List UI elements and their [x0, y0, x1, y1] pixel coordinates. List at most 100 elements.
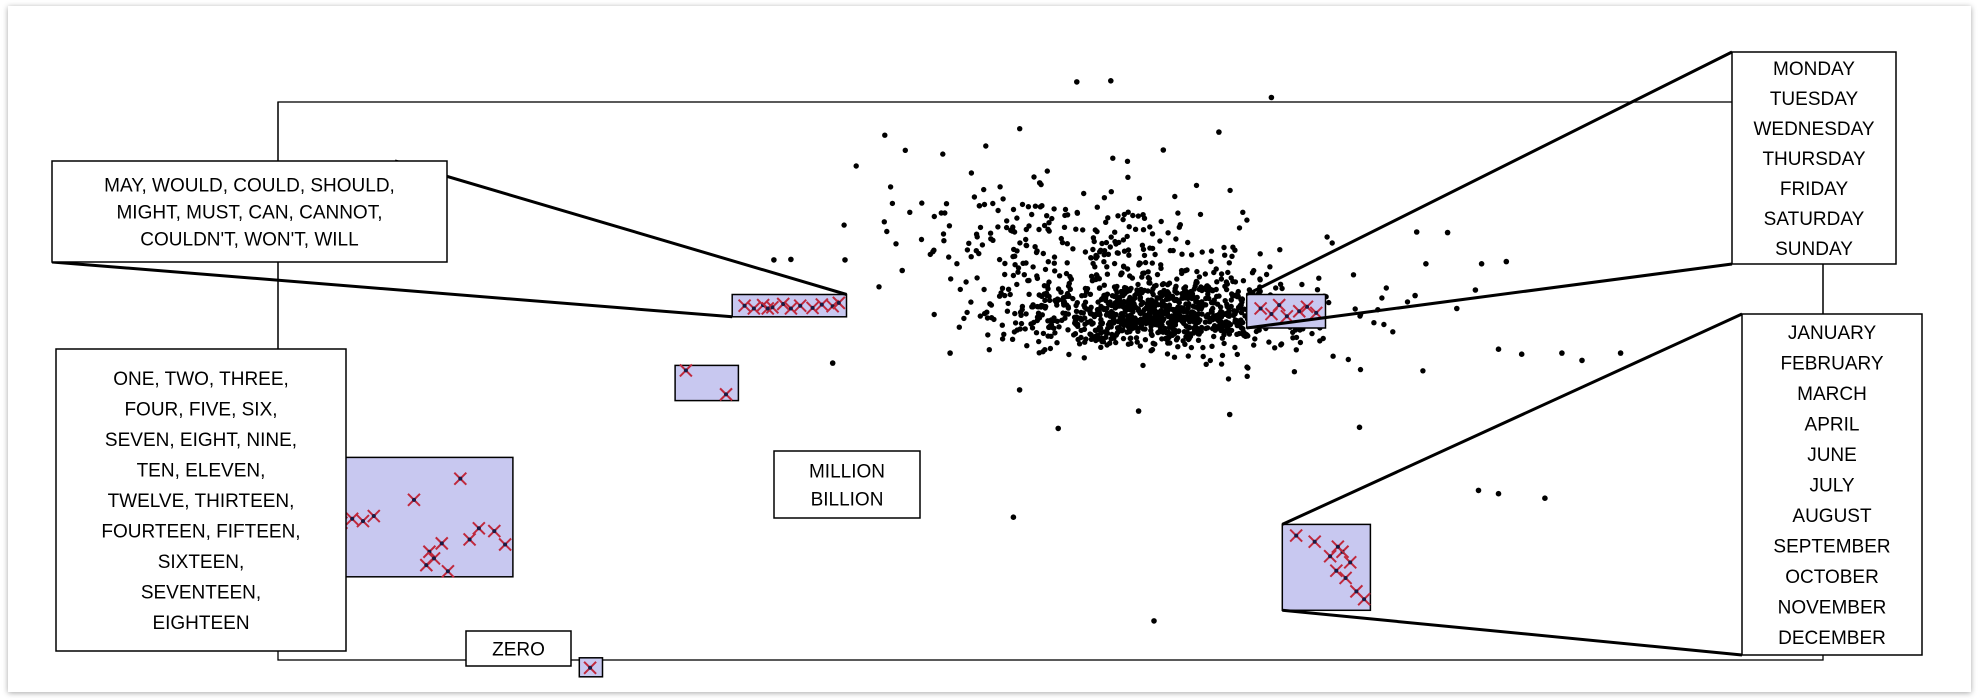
data-point	[1045, 226, 1051, 232]
data-point	[1199, 287, 1205, 294]
data-point	[1136, 291, 1143, 298]
data-point	[1199, 311, 1205, 317]
data-point	[1083, 336, 1089, 342]
data-point	[1068, 276, 1075, 282]
data-point	[1039, 203, 1045, 209]
data-point	[1158, 262, 1164, 268]
data-point	[1126, 224, 1132, 230]
weekdays-label-box: MONDAY TUESDAY WEDNESDAY THURSDAY FRIDAY SATU…	[1731, 51, 1897, 265]
numbers-label-line: ONE, TWO, THREE,	[113, 369, 289, 390]
data-point	[1054, 340, 1060, 346]
data-point	[1211, 297, 1217, 303]
data-point	[1203, 295, 1209, 302]
data-point	[1081, 190, 1087, 197]
data-point	[1191, 328, 1198, 334]
data-point	[1005, 300, 1011, 307]
data-point	[1379, 295, 1385, 301]
data-point	[1103, 295, 1109, 301]
data-point	[1091, 238, 1097, 245]
data-point	[940, 151, 946, 157]
data-point	[1167, 324, 1173, 330]
data-point	[1103, 334, 1109, 340]
data-point	[1010, 206, 1017, 213]
data-point	[1049, 215, 1055, 222]
data-point	[1203, 325, 1209, 332]
modals-marker	[776, 297, 790, 311]
data-point	[1031, 174, 1037, 180]
data-point	[1137, 343, 1144, 349]
data-point	[1032, 244, 1038, 250]
data-point	[1046, 279, 1052, 285]
data-point	[1202, 271, 1209, 277]
modals-marker	[805, 301, 820, 315]
data-point	[1155, 302, 1161, 308]
data-point	[1159, 310, 1166, 316]
data-point	[1052, 297, 1058, 304]
data-point	[1208, 248, 1215, 254]
data-point	[940, 231, 947, 237]
weekdays-label-line: WEDNESDAY	[1753, 119, 1874, 140]
data-point	[1032, 203, 1039, 209]
data-point	[1184, 329, 1190, 335]
data-point	[1133, 335, 1140, 341]
data-point	[1074, 210, 1081, 216]
data-point	[954, 261, 960, 267]
weekdays-label-line: MONDAY	[1773, 59, 1855, 80]
data-point	[1114, 330, 1120, 337]
data-point	[1186, 291, 1193, 297]
modals-label-line: COULDN'T, WON'T, WILL	[140, 230, 358, 251]
data-point	[1207, 286, 1214, 293]
data-point	[1025, 204, 1032, 210]
data-point	[1164, 351, 1171, 357]
data-point	[1175, 344, 1181, 350]
data-point	[1124, 266, 1131, 272]
data-point	[1225, 376, 1232, 382]
data-point	[1240, 278, 1247, 284]
weekdays-label-line: SATURDAY	[1764, 209, 1865, 230]
data-point	[1158, 290, 1165, 296]
data-point	[1229, 253, 1235, 259]
data-point	[1219, 335, 1226, 341]
data-point	[1063, 270, 1070, 277]
data-point	[1330, 353, 1336, 359]
data-point	[1115, 213, 1121, 219]
data-point	[1127, 335, 1134, 342]
data-point	[1016, 387, 1023, 393]
data-point	[968, 170, 975, 176]
data-point	[1253, 328, 1260, 335]
data-point	[1012, 320, 1019, 326]
data-point	[1017, 326, 1023, 332]
data-point	[1251, 342, 1257, 348]
data-point	[1221, 340, 1227, 347]
data-point	[981, 201, 988, 208]
data-point	[1193, 280, 1199, 286]
modals-marker	[747, 301, 761, 316]
months-connector-line	[1282, 608, 1743, 657]
data-point	[1174, 276, 1180, 282]
data-point	[1004, 218, 1010, 224]
data-point	[1211, 269, 1217, 276]
data-point	[1000, 196, 1006, 202]
weekdays-label-line: SUNDAY	[1775, 239, 1853, 260]
data-point	[1125, 174, 1131, 180]
data-point	[1040, 250, 1047, 257]
data-point	[1062, 315, 1068, 321]
data-point	[961, 315, 967, 322]
modals-connector-line	[394, 159, 848, 296]
data-point	[1234, 322, 1241, 329]
data-point	[1043, 303, 1049, 310]
numbers-marker	[487, 524, 502, 538]
data-point	[1277, 281, 1284, 287]
data-point	[1060, 295, 1067, 301]
data-point	[1101, 248, 1108, 254]
data-point	[1127, 312, 1133, 319]
data-point	[1326, 299, 1332, 306]
data-point	[1105, 215, 1111, 221]
data-point	[1159, 298, 1166, 305]
data-point	[1150, 340, 1156, 346]
data-point	[987, 230, 994, 236]
data-point	[1103, 239, 1110, 246]
cluster-labels: MAY, WOULD, COULD, SHOULD, MIGHT, MUST, C…	[51, 50, 1923, 667]
numbers-marker	[472, 521, 486, 536]
data-point	[1096, 285, 1103, 291]
